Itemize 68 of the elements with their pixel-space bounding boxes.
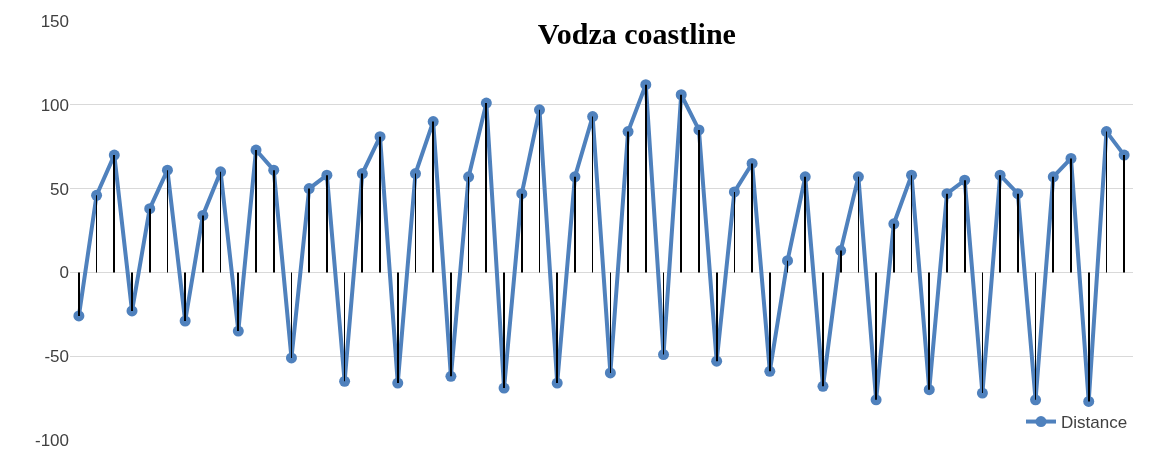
bar (379, 136, 381, 273)
point (587, 111, 599, 123)
bar (840, 250, 842, 273)
point (339, 375, 351, 387)
bar (999, 175, 1001, 273)
bar (432, 121, 434, 273)
bar (574, 176, 576, 273)
legend-label: Distance (1061, 413, 1128, 433)
point (463, 171, 475, 183)
bar (308, 188, 310, 273)
point (852, 171, 864, 183)
point (658, 349, 670, 361)
bar (326, 175, 328, 273)
point (533, 104, 545, 116)
bar (627, 131, 629, 273)
point (91, 189, 103, 201)
bar (1052, 176, 1054, 273)
bar (237, 272, 239, 332)
chart-title: Vodza coastline (537, 17, 736, 51)
point (976, 387, 988, 399)
y-tick-label: -50 (44, 347, 69, 367)
point (161, 164, 173, 176)
point (604, 367, 616, 379)
bar (131, 272, 133, 311)
y-tick-label: 0 (59, 263, 69, 283)
bar (361, 173, 363, 273)
y-tick-label: 100 (40, 95, 69, 115)
bar (875, 272, 877, 400)
point (728, 186, 740, 198)
point (215, 166, 227, 178)
bar (184, 272, 186, 321)
bar (149, 208, 151, 273)
bar (503, 272, 505, 389)
bar (964, 180, 966, 273)
bar (1123, 155, 1125, 273)
bar (521, 193, 523, 273)
bar (645, 84, 647, 273)
bar (804, 176, 806, 273)
bar (698, 129, 700, 273)
bar (769, 272, 771, 372)
bar (255, 150, 257, 273)
y-tick-label: 150 (40, 11, 69, 31)
bar (450, 272, 452, 377)
bar (716, 272, 718, 362)
y-tick-label: -100 (34, 430, 69, 450)
bar (893, 223, 895, 273)
bar (680, 94, 682, 273)
bar (273, 170, 275, 273)
bar (113, 155, 115, 273)
bar (485, 103, 487, 273)
y-tick-label: 50 (50, 179, 69, 199)
point (409, 168, 421, 180)
bar (78, 272, 80, 316)
bar (1088, 272, 1090, 402)
point (782, 255, 794, 267)
bar (556, 272, 558, 384)
point (285, 352, 297, 364)
bar (822, 272, 824, 387)
bar (397, 272, 399, 384)
bar (1070, 158, 1072, 273)
bar (928, 272, 930, 390)
bar (946, 193, 948, 273)
point (1100, 126, 1112, 138)
bar (751, 163, 753, 273)
point (906, 169, 918, 181)
bar (1017, 193, 1019, 273)
bar (202, 215, 204, 273)
point (1030, 394, 1042, 406)
